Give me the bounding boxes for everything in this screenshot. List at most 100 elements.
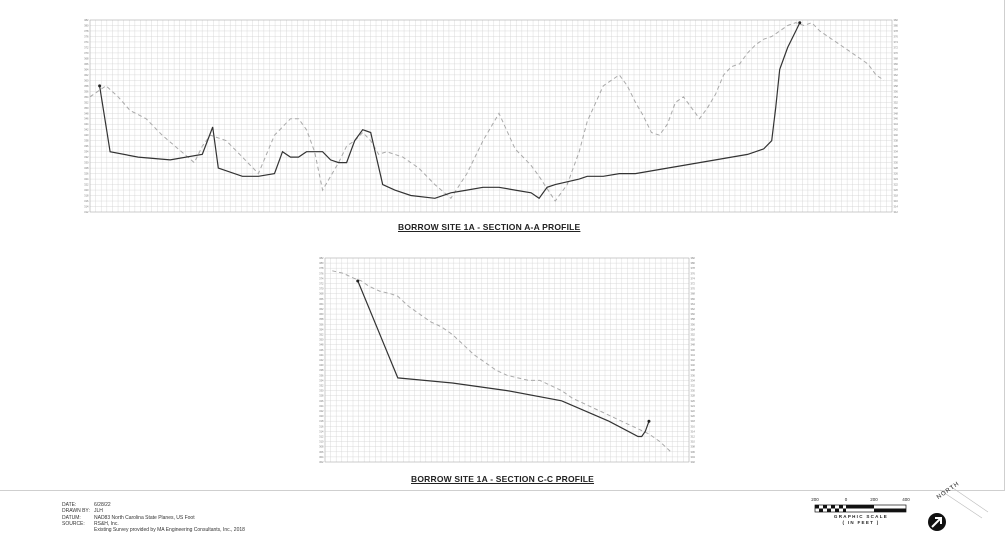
- y-tick-label: 364: [84, 67, 89, 71]
- y-tick-label: 328: [691, 394, 696, 398]
- y-tick-label: 320: [319, 414, 324, 418]
- y-tick-label: 322: [894, 183, 899, 187]
- y-tick-label: 318: [319, 419, 324, 423]
- graphic-scale: 200 0 200 400 GRAPHIC SCALE ( IN FEET ): [806, 497, 916, 533]
- y-tick-label: 376: [691, 271, 696, 275]
- existing-grade-line: [332, 270, 672, 453]
- y-tick-label: 340: [319, 363, 324, 367]
- drawn-by-label: DRAWN BY:: [62, 508, 90, 515]
- y-tick-label: 334: [319, 378, 324, 382]
- scale-label: 200: [870, 497, 878, 502]
- y-tick-label: 314: [894, 205, 899, 209]
- y-tick-label: 330: [691, 389, 696, 393]
- y-tick-label: 370: [84, 51, 89, 55]
- y-tick-label: 376: [319, 271, 324, 275]
- y-tick-label: 362: [319, 307, 324, 311]
- y-tick-label: 326: [894, 172, 899, 176]
- y-tick-label: 354: [84, 95, 89, 99]
- y-tick-label: 382: [894, 18, 899, 22]
- y-tick-label: 330: [319, 389, 324, 393]
- y-tick-label: 336: [691, 373, 696, 377]
- y-tick-label: 344: [894, 122, 899, 126]
- y-tick-label: 360: [691, 312, 696, 316]
- y-tick-label: 310: [691, 440, 696, 444]
- y-tick-label: 344: [691, 353, 696, 357]
- north-arrow-icon: [928, 485, 989, 531]
- y-tick-label: 366: [894, 62, 899, 66]
- y-tick-label: 382: [319, 256, 324, 260]
- y-tick-label: 344: [319, 353, 324, 357]
- y-tick-label: 332: [894, 155, 899, 159]
- y-tick-label: 344: [84, 122, 89, 126]
- y-tick-label: 322: [84, 183, 89, 187]
- y-tick-label: 348: [691, 343, 696, 347]
- y-tick-label: 304: [319, 455, 324, 459]
- y-tick-label: 332: [691, 384, 696, 388]
- profile-title-cc: BORROW SITE 1A - SECTION C-C PROFILE: [411, 474, 595, 484]
- y-tick-label: 340: [84, 133, 89, 137]
- y-tick-label: 346: [84, 117, 89, 121]
- scale-bar-icon: [814, 504, 907, 513]
- y-tick-label: 308: [691, 445, 696, 449]
- y-tick-label: 372: [691, 282, 696, 286]
- y-tick-label: 370: [894, 51, 899, 55]
- y-tick-label: 306: [319, 450, 324, 454]
- y-tick-label: 352: [691, 333, 696, 337]
- y-tick-label: 342: [84, 128, 89, 132]
- y-tick-label: 368: [84, 56, 89, 60]
- scale-units: ( IN FEET ): [842, 519, 880, 525]
- y-tick-label: 376: [894, 34, 899, 38]
- y-tick-label: 324: [691, 404, 696, 408]
- y-tick-label: 302: [691, 460, 696, 464]
- scale-label: 200: [811, 497, 819, 502]
- y-tick-label: 360: [319, 312, 324, 316]
- y-tick-label: 332: [84, 155, 89, 159]
- y-tick-label: 338: [319, 368, 324, 372]
- y-tick-label: 342: [894, 128, 899, 132]
- y-tick-label: 376: [84, 34, 89, 38]
- source-value-2: Existing Survey provided by MA Engineeri…: [94, 527, 245, 534]
- y-tick-label: 340: [894, 133, 899, 137]
- y-tick-label: 350: [84, 106, 89, 110]
- y-tick-label: 382: [691, 256, 696, 260]
- y-tick-label: 318: [894, 194, 899, 198]
- sheet-metadata: DATE: 6/28/22 DRAWN BY: JLH DATUM: NAD83 No…: [62, 502, 245, 533]
- y-tick-label: 378: [319, 266, 324, 270]
- y-tick-label: 320: [84, 188, 89, 192]
- y-tick-label: 352: [319, 333, 324, 337]
- y-tick-label: 356: [894, 89, 899, 93]
- y-tick-label: 364: [691, 302, 696, 306]
- y-tick-label: 378: [84, 29, 89, 33]
- sheet-border: [0, 0, 1005, 491]
- y-tick-label: 364: [319, 302, 324, 306]
- y-tick-label: 380: [894, 23, 899, 27]
- y-tick-label: 378: [894, 29, 899, 33]
- y-tick-label: 316: [319, 424, 324, 428]
- y-tick-label: 314: [319, 429, 324, 433]
- y-tick-label: 334: [691, 378, 696, 382]
- y-tick-label: 342: [319, 358, 324, 362]
- y-tick-label: 318: [691, 419, 696, 423]
- y-tick-label: 356: [691, 322, 696, 326]
- endpoint-marker: [98, 84, 102, 88]
- endpoint-marker: [798, 21, 802, 25]
- y-tick-label: 368: [894, 56, 899, 60]
- y-tick-label: 348: [319, 343, 324, 347]
- y-tick-label: 336: [84, 144, 89, 148]
- scale-label: 400: [902, 497, 910, 502]
- y-tick-label: 324: [84, 177, 89, 181]
- y-tick-label: 314: [691, 429, 696, 433]
- grid: [89, 19, 893, 213]
- y-tick-label: 372: [894, 45, 899, 49]
- y-tick-label: 350: [894, 106, 899, 110]
- y-tick-label: 322: [691, 409, 696, 413]
- y-tick-label: 352: [84, 100, 89, 104]
- y-tick-label: 316: [84, 199, 89, 203]
- y-tick-label: 330: [84, 161, 89, 165]
- datum-label: DATUM:: [62, 514, 81, 521]
- y-tick-label: 316: [691, 424, 696, 428]
- y-tick-label: 312: [691, 435, 696, 439]
- y-tick-label: 328: [319, 394, 324, 398]
